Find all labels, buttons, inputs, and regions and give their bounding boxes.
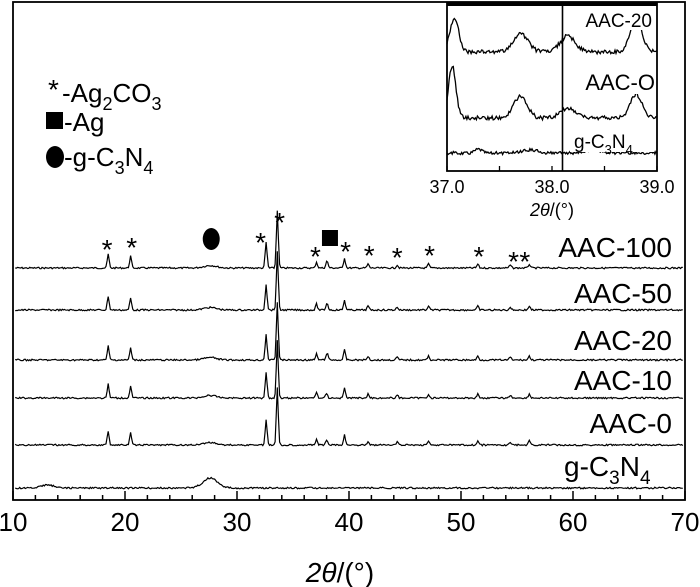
inset-label-bg-gc3n4 xyxy=(570,130,654,152)
series-label-aac100: AAC-100 xyxy=(558,232,672,263)
series-curve xyxy=(14,387,684,447)
x-tick-label: 30 xyxy=(223,507,252,537)
inset-x-axis-label: 2θ/(°) xyxy=(529,200,574,220)
inset-label-bg-aaco xyxy=(565,70,655,94)
ag2co3-star-marker: * xyxy=(255,227,266,258)
main-curves xyxy=(14,210,684,490)
inset: 37.0 38.0 39.0 AAC-20 AAC-O g-C3N4 2θ/(°) xyxy=(429,2,675,220)
ag2co3-star-marker: * xyxy=(126,232,137,263)
series-labels: AAC-100 AAC-50 AAC-20 AAC-10 AAC-0 g-C3N… xyxy=(558,232,672,489)
series-curve xyxy=(14,302,683,362)
x-tick-label: 70 xyxy=(671,507,700,537)
legend-square-marker xyxy=(46,112,63,129)
gc3n4-circle-marker xyxy=(202,228,220,250)
x-tick-label: 50 xyxy=(447,507,476,537)
x-axis-ticks: 10 20 30 40 50 60 70 xyxy=(0,491,699,537)
series-label-aac50: AAC-50 xyxy=(574,278,672,309)
series-curve xyxy=(15,340,683,400)
inset-label-gc3n4: g-C3N4 xyxy=(574,132,633,157)
inset-tick-label: 37.0 xyxy=(429,177,464,197)
ag-square-marker xyxy=(321,230,338,246)
x-tick-label: 10 xyxy=(0,507,27,537)
x-axis-label: 2θ/(°) xyxy=(305,557,374,587)
series-label-gc3n4: g-C3N4 xyxy=(564,451,651,489)
inset-x-ticks: 37.0 38.0 39.0 xyxy=(429,166,675,197)
legend-label-ag2co3: -Ag2CO3 xyxy=(62,78,162,114)
inset-curves xyxy=(446,17,658,157)
x-tick-label: 20 xyxy=(111,507,140,537)
ag2co3-star-marker: * xyxy=(310,241,321,272)
legend-circle-marker xyxy=(46,146,64,168)
ag2co3-star-marker: * xyxy=(340,236,351,267)
legend-entry-gc3n4: -g-C3N4 xyxy=(46,142,153,178)
inset-tick-label: 38.0 xyxy=(534,177,569,197)
inset-tick-label: 39.0 xyxy=(639,177,674,197)
phase-markers: * * *** * * * * * * * xyxy=(102,207,531,277)
ag2co3-star-marker: * xyxy=(392,242,403,273)
legend-entry-ag2co3: * -Ag2CO3 xyxy=(48,74,162,114)
legend-label-ag: -Ag xyxy=(64,107,104,137)
legend-label-gc3n4: -g-C3N4 xyxy=(64,142,153,178)
ag2co3-star-marker: * xyxy=(364,240,375,271)
ag2co3-star-marker: * xyxy=(473,241,484,272)
series-curve xyxy=(15,210,683,270)
legend-entry-ag: -Ag xyxy=(46,107,104,137)
inset-series-curve xyxy=(446,17,658,56)
ag2co3-star-marker: * xyxy=(424,240,435,271)
x-tick-label: 40 xyxy=(335,507,364,537)
inset-label-bg-aac20 xyxy=(565,10,653,30)
series-label-aac20: AAC-20 xyxy=(574,325,672,356)
inset-series-curve xyxy=(446,146,658,157)
series-label-aac10: AAC-10 xyxy=(574,365,672,396)
legend-star-marker: * xyxy=(48,74,59,105)
series-curve xyxy=(15,476,683,490)
ag2co3-star-marker: * xyxy=(274,207,285,238)
ag2co3-star-marker: * xyxy=(102,234,113,265)
ag2co3-star-marker: * xyxy=(519,246,530,277)
series-label-aac0: AAC-0 xyxy=(590,408,672,439)
inset-series-curve xyxy=(446,65,658,122)
inset-label-aac20: AAC-20 xyxy=(585,11,652,32)
legend: * -Ag2CO3 -Ag -g-C3N4 xyxy=(46,74,162,178)
ag2co3-star-marker: * xyxy=(508,246,519,277)
inset-label-aaco: AAC-O xyxy=(585,70,655,95)
inset-top-bar xyxy=(447,2,657,6)
series-curve xyxy=(15,251,683,312)
x-tick-label: 60 xyxy=(559,507,588,537)
